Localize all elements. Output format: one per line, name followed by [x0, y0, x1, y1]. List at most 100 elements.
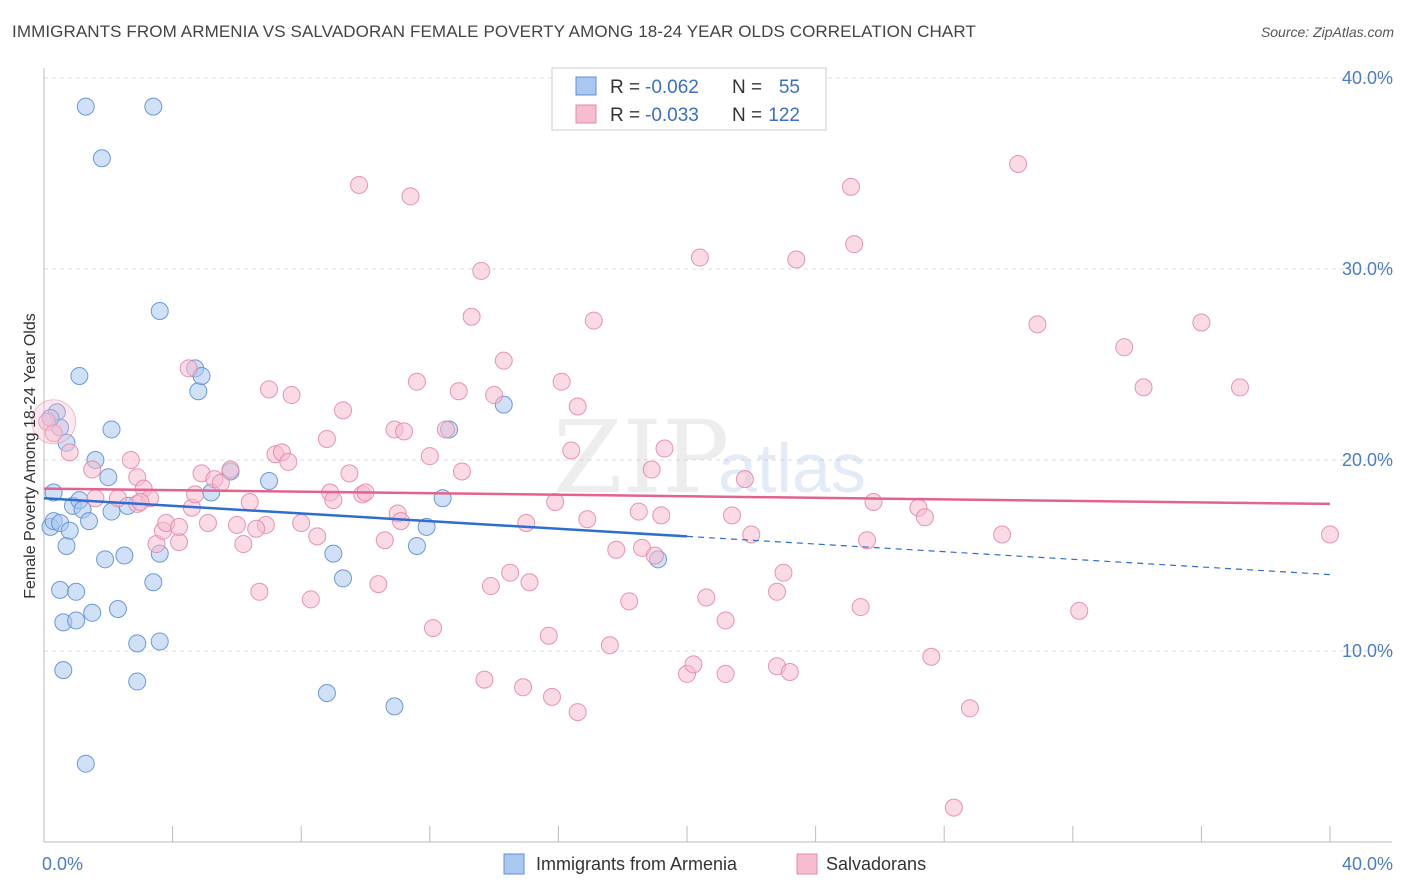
- chart-source: Source: ZipAtlas.com: [1260, 24, 1394, 40]
- data-point: [1192, 313, 1211, 332]
- data-point: [70, 366, 89, 385]
- watermark-zip: ZIP: [553, 399, 729, 516]
- data-point: [655, 439, 674, 458]
- bottom-legend-swatch: [796, 853, 818, 875]
- data-point: [189, 382, 208, 401]
- x-tick-label: 40.0%: [1342, 854, 1393, 874]
- data-point: [845, 235, 864, 254]
- data-point: [350, 175, 369, 194]
- y-axis-label: Female Poverty Among 18-24 Year Olds: [22, 313, 39, 599]
- data-point: [546, 493, 565, 512]
- data-point: [86, 489, 105, 508]
- data-point: [260, 380, 279, 399]
- data-point: [282, 386, 301, 405]
- data-point: [1070, 601, 1089, 620]
- data-point: [735, 470, 754, 489]
- data-point: [449, 382, 468, 401]
- data-point: [292, 514, 311, 533]
- y-tick-label: 20.0%: [1342, 450, 1393, 470]
- data-point: [542, 687, 561, 706]
- bottom-legend-label: Salvadorans: [826, 854, 926, 874]
- data-point: [690, 248, 709, 267]
- data-point: [684, 655, 703, 674]
- data-point: [584, 311, 603, 330]
- data-point: [858, 531, 877, 550]
- data-point: [76, 97, 95, 116]
- grid-lines: [44, 77, 1392, 652]
- data-point: [485, 386, 504, 405]
- data-point: [80, 512, 99, 531]
- data-point: [494, 351, 513, 370]
- data-point: [324, 544, 343, 563]
- legend-r-value: -0.033: [645, 105, 699, 126]
- data-point: [395, 422, 414, 441]
- data-point: [170, 533, 189, 552]
- data-point: [851, 598, 870, 617]
- data-point: [407, 372, 426, 391]
- data-point: [83, 460, 102, 479]
- data-point: [144, 573, 163, 592]
- data-point: [436, 420, 455, 439]
- data-point: [170, 517, 189, 536]
- data-point: [1134, 378, 1153, 397]
- data-point: [221, 460, 240, 479]
- bottom-legend-swatch: [503, 853, 525, 875]
- data-point: [131, 493, 150, 512]
- data-point: [128, 634, 147, 653]
- data-point: [57, 536, 76, 555]
- data-point: [369, 575, 388, 594]
- data-point: [462, 307, 481, 326]
- data-point: [102, 420, 121, 439]
- data-point: [960, 699, 979, 718]
- data-point: [247, 519, 266, 538]
- data-point: [417, 517, 436, 536]
- data-point: [340, 464, 359, 483]
- legend-n-value: 122: [768, 105, 800, 126]
- data-point: [475, 670, 494, 689]
- data-point: [150, 632, 169, 651]
- data-point: [607, 540, 626, 559]
- data-point: [324, 491, 343, 510]
- data-point: [51, 580, 70, 599]
- data-point: [121, 451, 140, 469]
- data-point: [716, 664, 735, 683]
- data-point: [501, 563, 520, 582]
- data-point: [780, 663, 799, 682]
- data-point: [250, 582, 269, 601]
- x-tick-label: 0.0%: [42, 854, 83, 874]
- data-point: [645, 546, 664, 565]
- data-point: [240, 493, 259, 512]
- data-point: [716, 611, 735, 630]
- data-point: [1009, 154, 1028, 173]
- data-point: [787, 250, 806, 269]
- data-point: [60, 443, 79, 462]
- data-point: [1230, 378, 1249, 397]
- data-point: [944, 798, 963, 817]
- legend-frame: [551, 67, 827, 131]
- axes: [43, 68, 1392, 843]
- data-point: [186, 485, 205, 504]
- data-point: [401, 187, 420, 206]
- data-point: [128, 672, 147, 691]
- data-point: [517, 514, 536, 533]
- data-point: [629, 502, 648, 521]
- tick-labels: 10.0% 20.0% 30.0% 40.0% 0.0% 40.0%: [42, 68, 1393, 874]
- data-point: [864, 493, 883, 512]
- legend-r-label: R =: [610, 105, 640, 126]
- data-point: [472, 261, 491, 280]
- data-point: [67, 582, 86, 601]
- data-point: [768, 582, 787, 601]
- data-point: [260, 472, 279, 491]
- data-point: [375, 531, 394, 550]
- data-point: [420, 447, 439, 466]
- data-point: [333, 569, 352, 588]
- legend-n-label: N =: [732, 105, 762, 126]
- data-point: [1028, 315, 1047, 334]
- data-point: [652, 506, 671, 525]
- data-point: [600, 636, 619, 655]
- trend-line-armenia: [43, 496, 688, 538]
- data-point: [568, 703, 587, 722]
- data-point: [697, 588, 716, 607]
- bottom-legend-label: Immigrants from Armenia: [536, 854, 738, 874]
